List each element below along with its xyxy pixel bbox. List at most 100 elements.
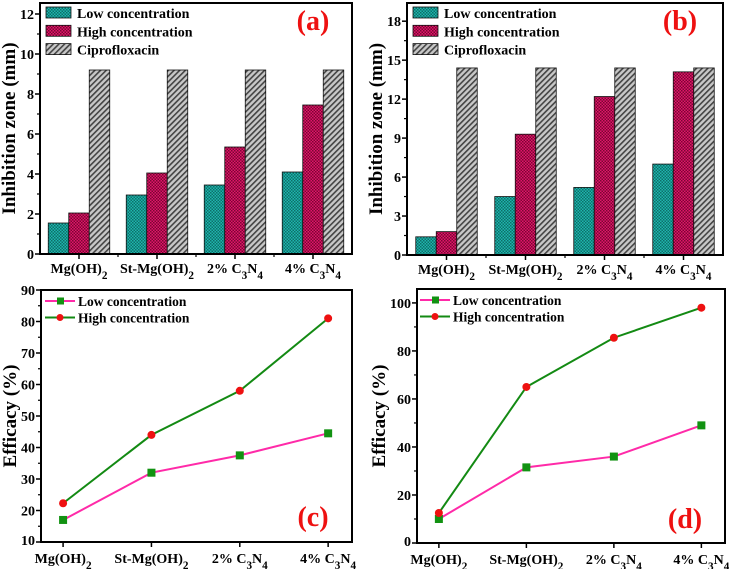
y-tick-label: 0 [27,248,34,263]
data-point-high [609,333,618,342]
legend: Low concentration High concentration [420,293,565,325]
legend-item: High concentration [45,311,190,326]
y-tick-label: 60 [397,393,411,408]
y-tick-label: 20 [21,505,35,520]
y-tick-label: 8 [27,88,34,103]
legend-item: High concentration [45,24,193,40]
y-tick-label: 6 [27,128,34,143]
x-tick-label: Mg(OH)2 [410,553,467,569]
x-tick-label: 2% C3N4 [586,553,642,569]
data-point-low [235,451,244,460]
data-point-low [147,468,156,477]
y-tick-label: 3 [394,210,401,225]
y-tick-label: 12 [20,8,34,23]
x-tick-label: 4% C3N4 [673,553,729,569]
x-tick-label: St-Mg(OH)2 [114,552,188,569]
legend: Low concentration High concentration [45,294,190,326]
data-point-low [59,515,68,524]
bar-high [302,104,324,255]
bar-low [125,194,148,255]
legend-label: Low concentration [77,7,190,22]
legend-swatch [412,6,439,19]
data-point-high [59,499,68,508]
legend-label: High concentration [444,25,560,40]
y-axis-label: Efficacy (%) [0,365,21,468]
data-point-high [324,314,333,323]
y-tick-label: 10 [20,48,34,63]
y-tick-label: 80 [21,316,35,331]
bar-high [593,96,616,256]
legend-marker-circle [431,313,439,320]
y-axis-label: Efficacy (%) [369,365,390,468]
legend-item: Ciprofloxacin [412,43,526,59]
data-point-low [697,421,706,430]
legend-swatch [45,24,72,37]
data-point-high [235,386,244,395]
y-axis-label: Inhibition zone (mm) [0,42,20,214]
panel-b: 0 3 6 9 12 15 18 Mg(OH)2 St-Mg(OH)2 2% C3N4 4% C3N… [366,2,724,283]
data-point-high [147,430,156,439]
plot-frame [416,288,726,544]
y-tick-label: 10 [21,534,35,549]
bar-low [203,184,226,255]
bar-high [68,212,90,255]
x-tick-label: St-Mg(OH)2 [120,262,194,282]
data-point-low [324,429,333,438]
bar-high [435,231,458,256]
legend: Low concentration High concentration Cipro… [45,6,193,59]
y-tick-label: 30 [21,473,35,488]
y-tick-label: 2 [27,208,34,223]
x-tick-label: Mg(OH)2 [51,262,108,282]
x-tick-label: Mg(OH)2 [35,552,92,569]
y-tick-label: 18 [387,15,401,30]
series-line-low [438,424,702,520]
y-tick-label: 0 [404,535,411,550]
data-point-low [434,514,443,523]
legend-item: High concentration [412,24,560,40]
series-line-high [62,317,329,505]
data-point-low [522,463,531,472]
bar-low [47,222,70,255]
y-tick-label: 6 [394,171,401,186]
bar-cipro [535,67,557,256]
legend-item: Low concentration [420,293,562,308]
x-tick-label: Mg(OH)2 [418,263,475,283]
y-tick-label: 15 [387,54,401,69]
legend-item: Low concentration [45,6,190,22]
legend-label: High concentration [453,310,565,325]
x-tick-label: 4% C3N4 [285,262,341,282]
legend-swatch [45,43,72,55]
bar-cipro [456,67,478,256]
panel-label: (a) [297,6,330,37]
bar-low [573,187,595,256]
data-point-low [609,452,618,461]
legend-item: High concentration [420,310,565,325]
y-tick-label: 50 [21,410,35,425]
y-tick-label: 4 [27,168,34,183]
y-tick-label: 9 [394,132,401,147]
y-tick-label: 60 [21,379,35,394]
bar-low [494,196,516,256]
legend: Low concentration High concentration Cipro… [412,6,560,59]
legend-swatch [412,43,439,55]
x-tick-label: 2% C3N4 [207,262,263,282]
x-tick-label: St-Mg(OH)2 [488,263,562,283]
x-tick-label: 2% C3N4 [577,263,633,283]
bar-low [415,236,437,256]
bar-cipro [244,69,267,255]
x-tick-label: 4% C3N4 [300,552,356,569]
bar-cipro [166,69,189,255]
bar-high [146,172,168,255]
bar-low [652,163,674,256]
bar-cipro [88,69,111,255]
panel-label: (d) [668,504,702,535]
panel-d: 0 20 40 60 80 100 Mg(OH)2 St-Mg(OH)2 2% C3N4 4% C… [369,288,729,569]
legend-item: Ciprofloxacin [45,43,159,59]
panel-a: 0 2 4 6 8 10 12 Mg(OH)2 St-Mg(OH)2 2% C3N4 4% C3N4… [0,2,353,282]
y-tick-label: 20 [397,489,411,504]
legend-marker-square [57,297,64,305]
bar-high [672,71,695,256]
y-tick-label: 70 [21,347,35,362]
legend-label: Low concentration [444,7,557,22]
